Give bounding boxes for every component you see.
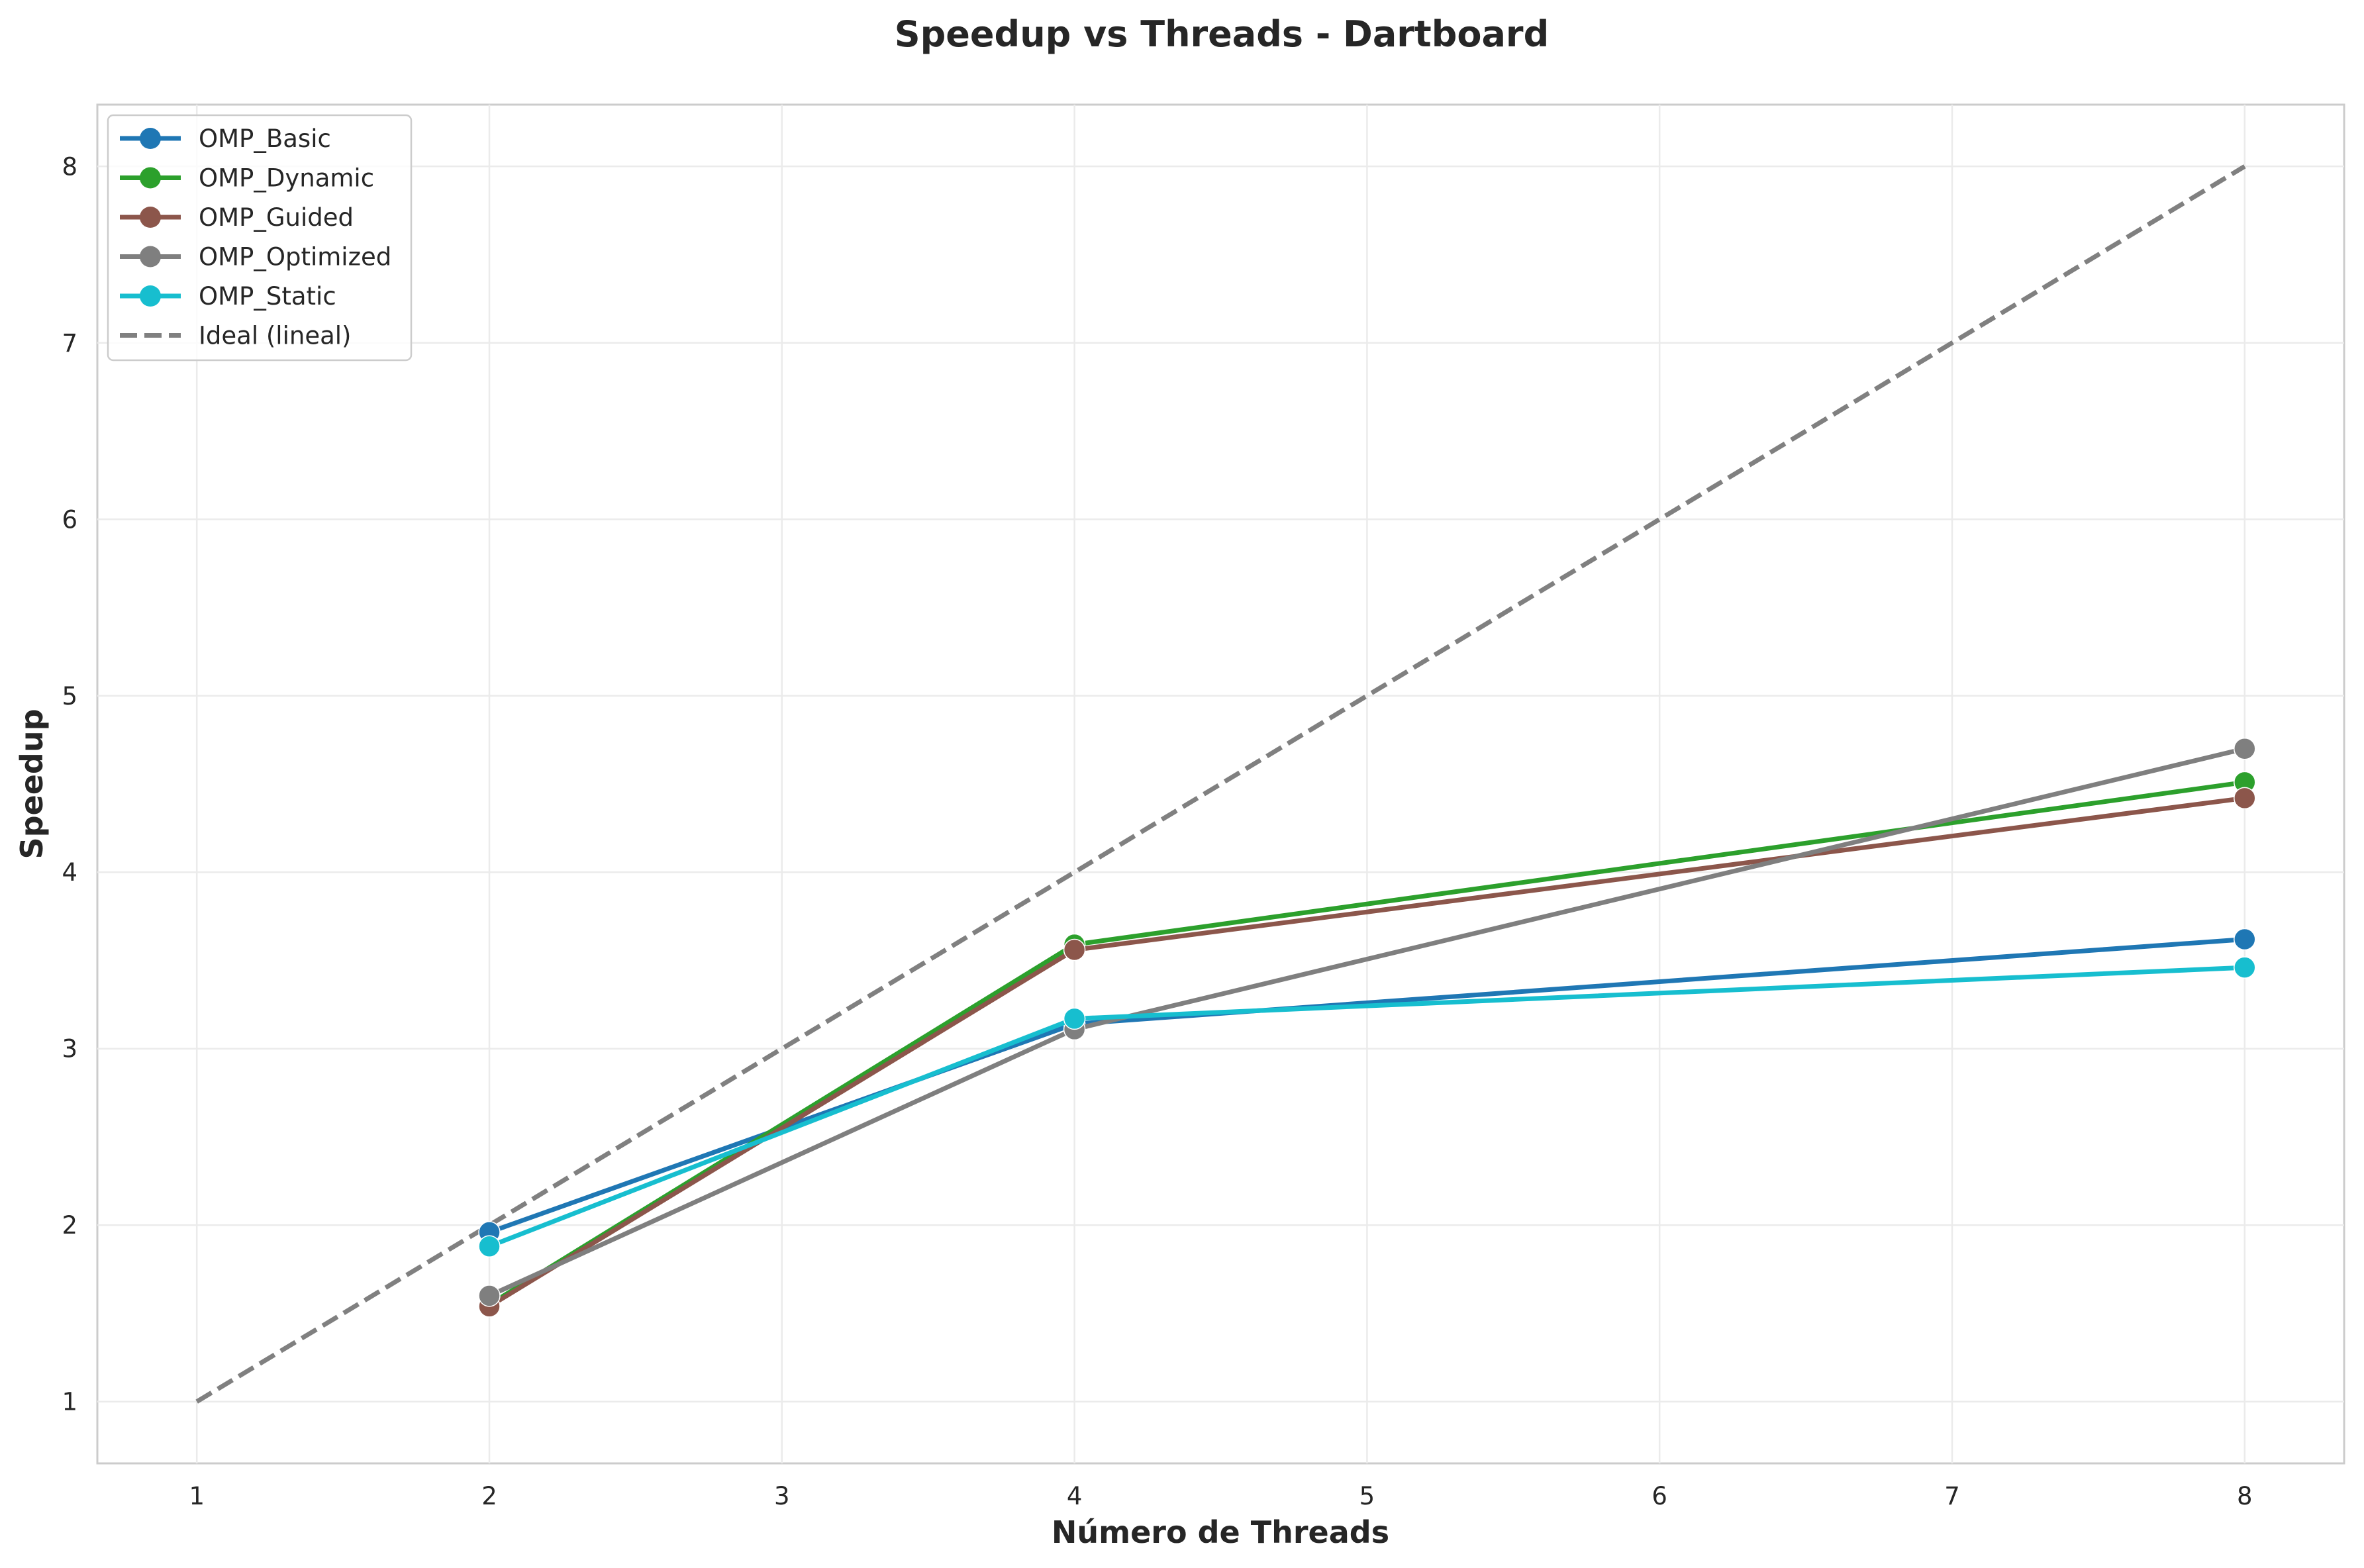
legend-marker (140, 285, 161, 307)
legend-frame (107, 114, 413, 362)
x-tick-label: 2 (481, 1482, 497, 1510)
data-point-omp-guided (2234, 787, 2256, 810)
legend: OMP_Basic OMP_Dynamic OMP_Guided OMP_Optimi… (107, 114, 413, 362)
legend-label: OMP_Optimized (199, 243, 391, 271)
x-tick-label: 3 (774, 1482, 790, 1510)
legend-entry-omp-dynamic: OMP_Dynamic (120, 164, 374, 193)
y-axis-label: Speedup (14, 709, 50, 859)
y-tick-label: 4 (62, 858, 77, 887)
legend-entry-omp-guided: OMP_Guided (120, 203, 354, 232)
data-point-omp-optimized (478, 1285, 501, 1307)
legend-entries: OMP_Basic OMP_Dynamic OMP_Guided OMP_Optimi… (120, 124, 391, 350)
y-tick-label: 3 (62, 1035, 77, 1063)
y-tick-label: 8 (62, 152, 77, 181)
x-tick-label: 7 (1944, 1482, 1960, 1510)
legend-label: OMP_Static (199, 282, 336, 311)
legend-entry-omp-optimized: OMP_Optimized (120, 243, 391, 271)
data-point-omp-static (1063, 1007, 1086, 1030)
x-tick-label: 6 (1651, 1482, 1667, 1510)
legend-entry-omp-basic: OMP_Basic (120, 124, 331, 153)
series-line-ideal-lineal (195, 164, 2246, 1404)
legend-label: OMP_Dynamic (199, 164, 374, 193)
data-point-omp-optimized (2234, 737, 2256, 760)
y-tick-label: 2 (62, 1211, 77, 1240)
y-tick-label: 7 (62, 329, 77, 358)
series-omp-static (478, 956, 2256, 1257)
y-tick-label: 6 (62, 505, 77, 534)
data-point-omp-guided (1063, 938, 1086, 961)
chart-title: Speedup vs Threads - Dartboard (895, 13, 1549, 55)
data-point-omp-static (2234, 956, 2256, 979)
y-tick-label: 1 (62, 1388, 77, 1416)
data-point-omp-basic (2234, 928, 2256, 951)
series-lines (195, 164, 2256, 1404)
x-tick-label: 1 (189, 1482, 205, 1510)
legend-entry-ideal-lineal: Ideal (lineal) (120, 322, 351, 350)
x-tick-label: 8 (2237, 1482, 2253, 1510)
legend-entry-omp-static: OMP_Static (120, 282, 336, 311)
y-tick-label: 5 (62, 682, 77, 710)
series-ideal-lineal (195, 164, 2246, 1404)
x-axis-label: Número de Threads (1052, 1514, 1389, 1550)
grid-lines (97, 105, 2344, 1463)
legend-marker (140, 167, 161, 189)
tick-labels: 1 2 3 4 5 6 7 8 1 2 3 4 5 6 7 8 (62, 152, 2252, 1510)
legend-label: OMP_Guided (199, 203, 354, 232)
legend-marker (140, 207, 161, 228)
x-tick-label: 5 (1359, 1482, 1375, 1510)
data-point-omp-static (478, 1235, 501, 1257)
legend-label: OMP_Basic (199, 124, 331, 153)
legend-label: Ideal (lineal) (199, 322, 351, 350)
legend-marker (140, 128, 161, 149)
legend-marker (140, 246, 161, 268)
x-tick-label: 4 (1067, 1482, 1083, 1510)
